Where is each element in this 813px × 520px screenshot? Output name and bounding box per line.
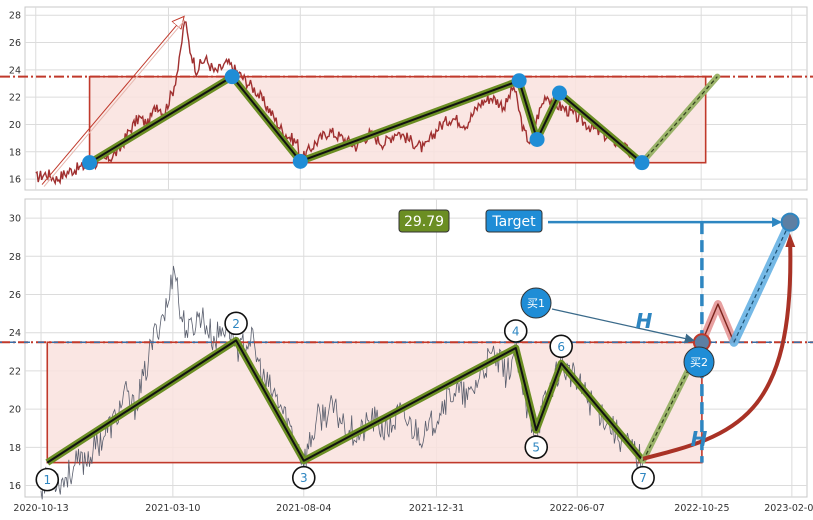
pivot-number: 6 bbox=[557, 340, 565, 354]
pivot-circle bbox=[291, 465, 316, 490]
curved-target-arrow bbox=[642, 233, 796, 461]
x-tick-label: 2021-08-04 bbox=[276, 503, 331, 514]
x-tick-label: 2021-03-10 bbox=[145, 503, 200, 514]
pivot-marker bbox=[634, 155, 650, 171]
y-tick-label: 16 bbox=[9, 175, 21, 186]
target-value-badge: 29.79 bbox=[398, 209, 450, 233]
y-tick-label: 18 bbox=[9, 443, 21, 454]
x-tick-label: 2023-02-03 bbox=[764, 503, 813, 514]
zigzag-projection-inner bbox=[641, 76, 718, 164]
h-label-upper: H bbox=[636, 309, 653, 333]
pivot-marker bbox=[551, 85, 567, 101]
y-tick-label: 28 bbox=[9, 11, 21, 22]
h-label-lower: H bbox=[691, 427, 708, 451]
x-tick-label: 2022-10-25 bbox=[674, 503, 729, 514]
buy1-pointer bbox=[551, 308, 695, 344]
bottom-x-ticks: 2020-10-13 2021-03-10 2021-08-04 2021-12-31… bbox=[13, 503, 813, 514]
pivot-circle bbox=[224, 311, 248, 336]
y-tick-label: 20 bbox=[9, 120, 21, 131]
y-tick-label: 20 bbox=[9, 405, 21, 416]
x-tick-label: 2020-10-13 bbox=[13, 503, 68, 514]
pivot-marker bbox=[82, 155, 98, 171]
y-tick-label: 22 bbox=[9, 93, 21, 104]
pivot-circle bbox=[524, 435, 549, 459]
buy2-badge: 买2 bbox=[683, 346, 715, 378]
y-tick-label: 24 bbox=[9, 328, 21, 339]
target-label-badge: Target bbox=[485, 209, 543, 233]
pivot-number: 1 bbox=[43, 473, 51, 487]
pivot-circle bbox=[631, 465, 655, 490]
y-tick-label: 28 bbox=[9, 252, 21, 263]
top-pivot-markers bbox=[82, 69, 650, 171]
pivot-number: 7 bbox=[639, 471, 647, 485]
buy2-text: 买2 bbox=[690, 356, 708, 369]
y-tick-label: 16 bbox=[9, 481, 21, 492]
pivot-marker bbox=[511, 73, 527, 89]
breakout-leg-inner bbox=[642, 342, 703, 461]
y-tick-label: 22 bbox=[9, 366, 21, 377]
pivot-number: 4 bbox=[512, 325, 520, 339]
trend-arrow-shadow bbox=[43, 19, 186, 187]
price-series bbox=[40, 265, 644, 500]
x-tick-label: 2022-06-07 bbox=[550, 503, 605, 514]
top-price-line bbox=[35, 21, 643, 186]
y-tick-label: 30 bbox=[9, 214, 21, 225]
target-marker bbox=[780, 212, 800, 232]
target-projection-inner bbox=[733, 221, 791, 343]
pivot-number: 2 bbox=[232, 317, 240, 331]
pivot-marker bbox=[529, 131, 545, 147]
pivot-marker bbox=[224, 69, 240, 85]
pivot-marker bbox=[292, 153, 308, 169]
target-label-text: Target bbox=[491, 214, 536, 230]
pivot-number: 3 bbox=[300, 471, 308, 485]
buy1-badge: 买1 bbox=[520, 287, 552, 319]
bottom-price-line bbox=[40, 265, 644, 500]
top-trend-arrow bbox=[41, 18, 186, 187]
bottom-zigzag bbox=[45, 336, 646, 466]
pivot-circle bbox=[549, 334, 573, 359]
zigzag-inner bbox=[46, 339, 644, 464]
trend-arrow-line bbox=[41, 18, 183, 185]
pivot-circle bbox=[35, 467, 60, 492]
price-series bbox=[35, 21, 643, 186]
y-tick-label: 18 bbox=[9, 147, 21, 158]
y-tick-label: 26 bbox=[9, 38, 21, 49]
pivot-number: 5 bbox=[532, 441, 540, 455]
bottom-pivot-labels: 1 2 3 4 5 6 7 bbox=[35, 311, 655, 492]
pivot-circle bbox=[503, 319, 528, 343]
x-tick-label: 2021-12-31 bbox=[409, 503, 464, 514]
buy1-text: 买1 bbox=[527, 297, 545, 310]
y-tick-label: 24 bbox=[9, 65, 21, 76]
range-rectangle bbox=[88, 75, 707, 164]
bottom-y-ticks: 16 18 20 22 24 26 28 30 bbox=[9, 214, 21, 492]
retest-bump-inner bbox=[701, 303, 735, 343]
top-panel: 16 18 20 22 24 26 28 bbox=[0, 6, 813, 191]
top-y-ticks: 16 18 20 22 24 26 28 bbox=[9, 11, 21, 186]
y-tick-label: 26 bbox=[9, 290, 21, 301]
top-range-box bbox=[88, 75, 707, 164]
target-value-text: 29.79 bbox=[404, 214, 444, 230]
